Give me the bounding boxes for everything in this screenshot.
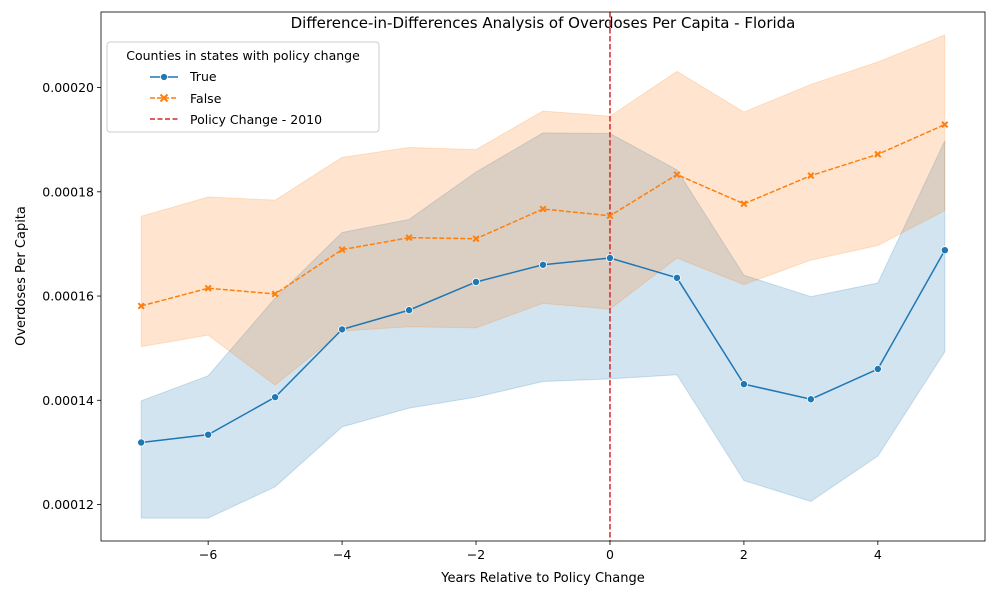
data-point-true bbox=[672, 273, 681, 282]
data-point-false bbox=[204, 284, 212, 292]
y-tick-label: 0.00018 bbox=[42, 184, 94, 199]
y-tick-label: 0.00014 bbox=[42, 393, 94, 408]
data-point-true bbox=[472, 277, 481, 286]
legend-box bbox=[106, 41, 380, 133]
data-point-false bbox=[740, 200, 748, 208]
legend-title: Counties in states with policy change bbox=[126, 48, 360, 63]
data-point-false bbox=[539, 205, 547, 213]
x-tick-label: 4 bbox=[874, 547, 882, 562]
axes-frame bbox=[100, 11, 986, 542]
legend-false-label: False bbox=[190, 91, 222, 106]
y-tick-label: 0.00020 bbox=[42, 80, 94, 95]
data-point-false bbox=[472, 235, 480, 243]
legend-policy-label: Policy Change - 2010 bbox=[190, 112, 322, 127]
x-axis-ticks: −6 −4 −2 0 2 4 bbox=[199, 541, 882, 562]
legend-true-marker bbox=[160, 73, 168, 81]
data-point-true bbox=[806, 395, 815, 404]
data-point-true bbox=[739, 380, 748, 389]
series-markers bbox=[137, 121, 949, 447]
data-point-true bbox=[137, 438, 146, 447]
legend-false-marker bbox=[159, 93, 169, 103]
data-point-false bbox=[807, 172, 815, 180]
y-axis-ticks: 0.00012 0.00014 0.00016 0.00018 0.00020 bbox=[42, 80, 101, 512]
data-point-false bbox=[874, 150, 882, 158]
data-point-true bbox=[873, 365, 882, 374]
x-tick-label: −4 bbox=[333, 547, 351, 562]
chart-title: Difference-in-Differences Analysis of Ov… bbox=[291, 14, 796, 32]
data-point-true bbox=[940, 246, 949, 255]
plot-area bbox=[137, 12, 949, 541]
ci-band-true bbox=[140, 132, 946, 519]
data-point-false bbox=[606, 212, 614, 220]
x-tick-label: −6 bbox=[199, 547, 217, 562]
data-point-true bbox=[539, 260, 548, 269]
x-tick-label: 2 bbox=[740, 547, 748, 562]
data-point-false bbox=[673, 171, 681, 179]
y-axis-label: Overdoses Per Capita bbox=[14, 206, 29, 346]
data-point-false bbox=[405, 234, 413, 242]
data-point-false bbox=[271, 290, 279, 298]
data-point-true bbox=[405, 306, 414, 315]
data-point-true bbox=[605, 253, 614, 262]
legend: Counties in states with policy change Tr… bbox=[106, 41, 380, 133]
y-tick-label: 0.00012 bbox=[42, 497, 94, 512]
x-tick-label: 0 bbox=[606, 547, 614, 562]
x-axis-label: Years Relative to Policy Change bbox=[440, 571, 644, 586]
data-point-false bbox=[941, 121, 949, 129]
data-point-true bbox=[204, 430, 213, 439]
legend-true-label: True bbox=[189, 69, 217, 84]
y-tick-label: 0.00016 bbox=[42, 289, 94, 304]
data-point-false bbox=[338, 246, 346, 254]
x-tick-label: −2 bbox=[467, 547, 485, 562]
data-point-false bbox=[137, 302, 145, 310]
data-point-true bbox=[338, 325, 347, 334]
data-point-true bbox=[271, 393, 280, 402]
